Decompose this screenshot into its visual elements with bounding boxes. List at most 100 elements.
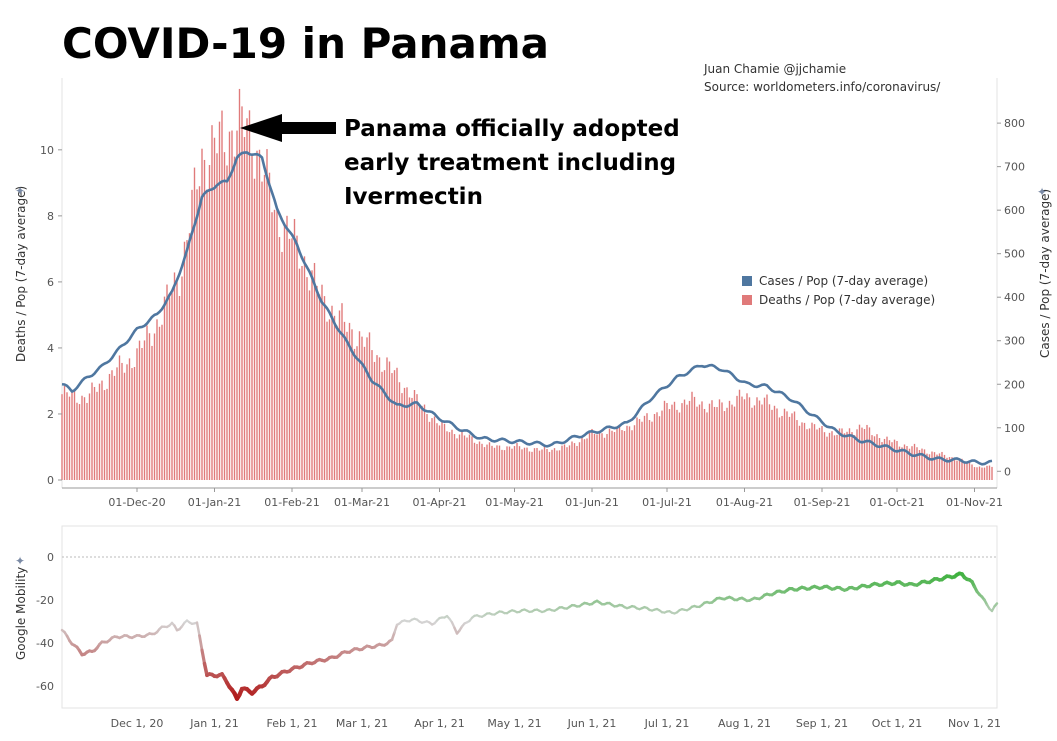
deaths-bar xyxy=(521,449,523,480)
deaths-bar xyxy=(926,453,928,480)
deaths-bar xyxy=(596,434,598,480)
deaths-bar xyxy=(438,425,441,480)
deaths-bar xyxy=(863,429,866,480)
deaths-bar xyxy=(918,450,921,480)
deaths-bar xyxy=(123,372,126,480)
deaths-bar xyxy=(116,367,118,480)
top-x-tick-label: 01-Jul-21 xyxy=(642,496,692,509)
deaths-bar xyxy=(743,399,746,480)
deaths-bar xyxy=(213,137,216,481)
deaths-bar xyxy=(636,417,638,480)
deaths-bar xyxy=(711,400,713,480)
deaths-bar xyxy=(758,400,761,480)
deaths-bar xyxy=(658,416,661,480)
right-tick-label: 300 xyxy=(1004,335,1025,348)
deaths-bar xyxy=(826,436,828,480)
deaths-bar xyxy=(328,319,331,480)
mobility-x-ticks: Dec 1, 20 Jan 1, 21 Feb 1, 21 Mar 1, 21 Apr … xyxy=(111,717,1001,730)
deaths-bar xyxy=(786,411,788,480)
deaths-bar xyxy=(991,466,993,480)
deaths-bar xyxy=(946,457,948,480)
mobility-segment xyxy=(198,634,204,652)
deaths-bar xyxy=(896,440,898,480)
top-panel: 0 2 4 6 8 10 0 100 200 300 400 500 600 700 800 01-Dec… xyxy=(14,78,1052,509)
deaths-bar xyxy=(466,437,468,480)
deaths-bar xyxy=(616,426,618,480)
deaths-bar xyxy=(456,438,458,480)
deaths-bar xyxy=(511,448,513,480)
deaths-bar xyxy=(628,426,631,480)
deaths-bar xyxy=(611,430,613,480)
deaths-bar xyxy=(361,336,363,480)
deaths-bar xyxy=(281,251,283,480)
chart-title: COVID-19 in Panama xyxy=(62,19,549,68)
deaths-bar xyxy=(363,346,366,480)
deaths-bar xyxy=(938,453,941,480)
deaths-bar xyxy=(403,387,406,480)
deaths-bar xyxy=(66,392,68,480)
deaths-bar xyxy=(976,467,978,480)
deaths-bar xyxy=(526,447,528,480)
right-pin-icon[interactable]: ✦ xyxy=(1037,185,1047,199)
deaths-bar xyxy=(471,436,473,480)
deaths-bar xyxy=(426,414,428,480)
top-x-tick-label: 01-Jan-21 xyxy=(188,496,242,509)
deaths-bar xyxy=(843,433,846,480)
deaths-bar xyxy=(666,402,668,480)
deaths-bar xyxy=(988,465,991,480)
bottom-panel: 0 -20 -40 -60 Dec 1, 20 Jan 1, 21 Feb 1, 21 Ma… xyxy=(14,525,1001,730)
deaths-bar xyxy=(151,345,153,480)
deaths-bar xyxy=(761,404,763,480)
deaths-bar xyxy=(276,206,278,480)
deaths-bar xyxy=(726,407,728,480)
deaths-bar xyxy=(256,150,258,480)
deaths-bar xyxy=(473,442,476,480)
deaths-bar xyxy=(898,446,901,480)
deaths-bar xyxy=(868,427,871,480)
deaths-bar xyxy=(228,131,231,481)
deaths-bar xyxy=(253,178,256,480)
deaths-bar xyxy=(376,355,378,480)
top-x-tick-label: 01-Aug-21 xyxy=(716,496,773,509)
mobility-pin-icon[interactable]: ✦ xyxy=(15,554,25,568)
deaths-bar xyxy=(186,240,188,480)
deaths-axis-label: Deaths / Pop (7-day average) xyxy=(14,186,28,362)
deaths-bar xyxy=(233,156,236,480)
deaths-bar xyxy=(453,434,456,480)
deaths-bar xyxy=(463,435,466,480)
deaths-bar xyxy=(963,461,966,480)
deaths-bar xyxy=(833,435,836,480)
deaths-bar xyxy=(971,464,973,480)
deaths-bar xyxy=(398,382,401,480)
deaths-bar xyxy=(171,292,173,480)
left-tick-label: 2 xyxy=(47,408,54,421)
deaths-bar xyxy=(336,325,338,480)
deaths-bar xyxy=(856,429,858,480)
deaths-bar xyxy=(693,396,696,480)
deaths-bar xyxy=(798,425,801,480)
deaths-bar xyxy=(563,444,566,480)
deaths-bar xyxy=(681,403,683,480)
deaths-bar xyxy=(216,153,218,480)
deaths-bar xyxy=(498,445,501,480)
deaths-bar xyxy=(598,430,601,480)
deaths-bar xyxy=(251,154,253,481)
deaths-bar xyxy=(793,411,796,480)
deaths-bar xyxy=(543,446,546,480)
deaths-bar xyxy=(731,404,733,480)
deaths-bar xyxy=(266,149,268,480)
deaths-bar xyxy=(268,172,271,480)
deaths-bar xyxy=(386,357,388,480)
deaths-bar xyxy=(103,390,106,480)
left-pin-icon[interactable]: ✦ xyxy=(15,184,25,198)
cases-axis-label: Cases / Pop (7-day average) xyxy=(1038,189,1052,358)
deaths-bar xyxy=(973,467,976,480)
deaths-bar xyxy=(96,391,98,480)
left-tick-label: 10 xyxy=(40,144,54,157)
deaths-bar xyxy=(551,449,553,480)
deaths-bar xyxy=(578,442,581,480)
deaths-bar xyxy=(783,408,786,480)
deaths-bar xyxy=(701,401,703,480)
deaths-bar xyxy=(283,225,286,480)
mobility-x-tick-label: Sep 1, 21 xyxy=(796,717,848,730)
